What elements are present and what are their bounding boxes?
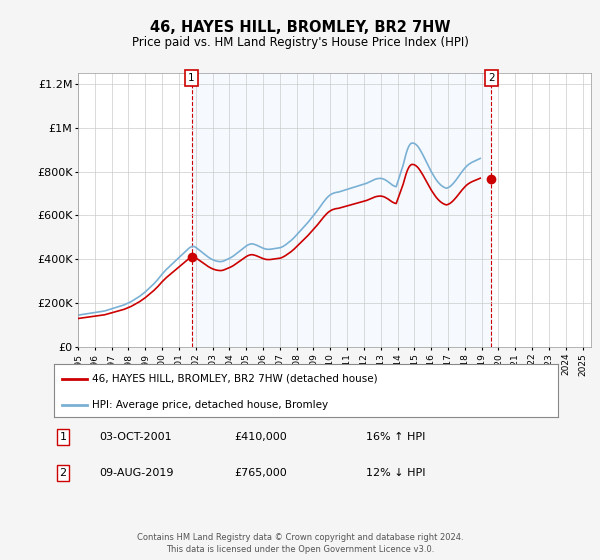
Text: HPI: Average price, detached house, Bromley: HPI: Average price, detached house, Brom… (92, 400, 328, 410)
Text: Price paid vs. HM Land Registry's House Price Index (HPI): Price paid vs. HM Land Registry's House … (131, 36, 469, 49)
Bar (191, 73, 491, 347)
Text: 2: 2 (59, 468, 67, 478)
Text: 2: 2 (488, 73, 495, 83)
Text: 1: 1 (59, 432, 67, 442)
Text: £410,000: £410,000 (234, 432, 287, 442)
Text: 1: 1 (188, 73, 195, 83)
Text: 12% ↓ HPI: 12% ↓ HPI (366, 468, 425, 478)
Text: 09-AUG-2019: 09-AUG-2019 (99, 468, 173, 478)
Text: 03-OCT-2001: 03-OCT-2001 (99, 432, 172, 442)
Text: 46, HAYES HILL, BROMLEY, BR2 7HW (detached house): 46, HAYES HILL, BROMLEY, BR2 7HW (detach… (92, 374, 377, 384)
Text: 46, HAYES HILL, BROMLEY, BR2 7HW: 46, HAYES HILL, BROMLEY, BR2 7HW (150, 20, 450, 35)
Text: £765,000: £765,000 (234, 468, 287, 478)
Text: Contains HM Land Registry data © Crown copyright and database right 2024.
This d: Contains HM Land Registry data © Crown c… (137, 533, 463, 554)
Text: 16% ↑ HPI: 16% ↑ HPI (366, 432, 425, 442)
